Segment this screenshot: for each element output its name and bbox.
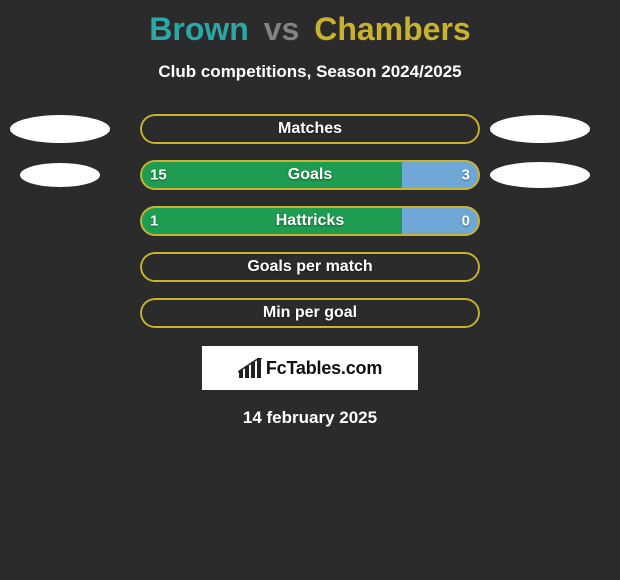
stat-row: Goals per match bbox=[0, 252, 620, 282]
bar-segment-right bbox=[402, 160, 480, 190]
date-text: 14 february 2025 bbox=[0, 408, 620, 428]
bar-border bbox=[140, 114, 480, 144]
stat-row: 10Hattricks bbox=[0, 206, 620, 236]
subtitle: Club competitions, Season 2024/2025 bbox=[0, 62, 620, 82]
bar-track: Min per goal bbox=[140, 298, 480, 328]
stat-row: Min per goal bbox=[0, 298, 620, 328]
branding-inner: FcTables.com bbox=[238, 358, 382, 379]
bar-segment-right bbox=[402, 206, 480, 236]
title-joiner: vs bbox=[264, 11, 300, 47]
stat-row: 153Goals bbox=[0, 160, 620, 190]
bar-border bbox=[140, 298, 480, 328]
comparison-chart: Matches 153Goals 10Hattricks Goals per matc… bbox=[0, 114, 620, 328]
bar-segment-left bbox=[140, 206, 402, 236]
bar-track: Matches bbox=[140, 114, 480, 144]
page-title: Brown vs Chambers bbox=[0, 0, 620, 48]
bar-border bbox=[140, 252, 480, 282]
marker-left bbox=[10, 115, 110, 143]
bar-segment-left bbox=[140, 160, 402, 190]
bar-label: Goals per match bbox=[140, 258, 480, 276]
bar-track: 153Goals bbox=[140, 160, 480, 190]
marker-right bbox=[490, 162, 590, 188]
bar-track: Goals per match bbox=[140, 252, 480, 282]
marker-right bbox=[490, 115, 590, 143]
marker-left bbox=[20, 163, 100, 187]
bars-icon bbox=[238, 358, 262, 378]
bar-track: 10Hattricks bbox=[140, 206, 480, 236]
title-player-1: Brown bbox=[149, 11, 249, 47]
stat-row: Matches bbox=[0, 114, 620, 144]
title-player-2: Chambers bbox=[314, 11, 471, 47]
branding-text: FcTables.com bbox=[266, 358, 382, 379]
bar-label: Min per goal bbox=[140, 304, 480, 322]
bar-label: Matches bbox=[140, 120, 480, 138]
branding-box: FcTables.com bbox=[202, 346, 418, 390]
